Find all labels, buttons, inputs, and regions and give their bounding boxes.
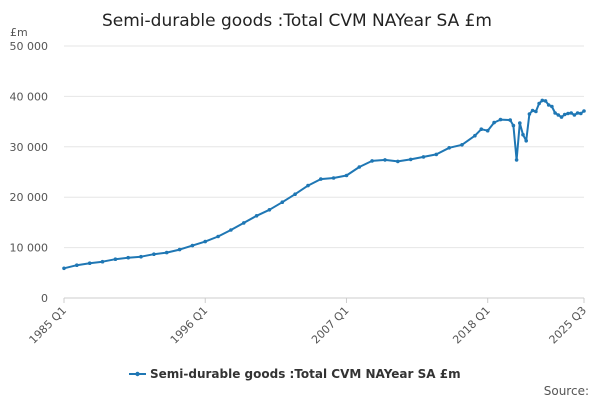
data-point[interactable] bbox=[534, 109, 538, 114]
data-point[interactable] bbox=[559, 115, 564, 119]
y-tick-label: 30 000 bbox=[10, 141, 49, 154]
data-point[interactable] bbox=[319, 177, 323, 181]
gridlines bbox=[64, 45, 584, 249]
x-axis-ticks: 1985 Q1 1996 Q1 2007 Q1 2018 Q1 2025 Q3 bbox=[27, 298, 590, 347]
data-point[interactable] bbox=[152, 252, 156, 256]
data-point[interactable] bbox=[511, 123, 516, 128]
chart-title: Semi-durable goods :Total CVM NAYear SA … bbox=[102, 11, 492, 31]
data-point[interactable] bbox=[421, 155, 426, 159]
data-point[interactable] bbox=[530, 108, 535, 113]
data-point[interactable] bbox=[521, 132, 525, 137]
x-tick-label: 2025 Q3 bbox=[547, 304, 590, 347]
x-tick-label: 1985 Q1 bbox=[27, 304, 70, 347]
data-point[interactable] bbox=[498, 117, 503, 122]
data-point[interactable] bbox=[203, 239, 207, 244]
data-point[interactable] bbox=[579, 111, 583, 116]
data-point[interactable] bbox=[306, 183, 310, 188]
data-point[interactable] bbox=[543, 99, 548, 103]
legend-swatch-marker bbox=[135, 371, 140, 377]
data-point[interactable] bbox=[293, 192, 297, 196]
data-point[interactable] bbox=[126, 255, 130, 260]
data-point[interactable] bbox=[216, 234, 220, 239]
data-point[interactable] bbox=[100, 259, 105, 264]
data-point[interactable] bbox=[87, 261, 92, 266]
data-point[interactable] bbox=[479, 127, 484, 131]
data-point[interactable] bbox=[396, 159, 400, 164]
y-tick-label: 0 bbox=[41, 292, 48, 305]
data-point[interactable] bbox=[331, 176, 336, 180]
data-point[interactable] bbox=[177, 247, 182, 252]
data-point[interactable] bbox=[473, 133, 477, 138]
data-point[interactable] bbox=[492, 120, 496, 125]
legend[interactable]: Semi-durable goods :Total CVM NAYear SA … bbox=[129, 367, 461, 381]
data-point[interactable] bbox=[514, 158, 519, 162]
legend-label: Semi-durable goods :Total CVM NAYear SA … bbox=[150, 367, 461, 381]
data-point[interactable] bbox=[569, 111, 573, 115]
x-tick-label: 1996 Q1 bbox=[168, 304, 211, 347]
data-point[interactable] bbox=[572, 113, 577, 117]
data-point[interactable] bbox=[62, 266, 66, 271]
data-point[interactable] bbox=[508, 118, 512, 122]
data-point[interactable] bbox=[485, 128, 490, 133]
data-point[interactable] bbox=[524, 139, 528, 143]
data-point[interactable] bbox=[267, 208, 272, 212]
x-tick-label: 2007 Q1 bbox=[309, 304, 352, 347]
data-point[interactable] bbox=[537, 101, 541, 106]
data-point[interactable] bbox=[139, 254, 143, 259]
data-point[interactable] bbox=[242, 221, 246, 225]
data-point[interactable] bbox=[75, 263, 79, 268]
data-point[interactable] bbox=[556, 113, 561, 117]
x-tick-label: 2018 Q1 bbox=[450, 304, 493, 347]
data-point[interactable] bbox=[566, 111, 570, 116]
data-point[interactable] bbox=[254, 214, 259, 218]
y-tick-label: 50 000 bbox=[10, 40, 49, 53]
data-point[interactable] bbox=[460, 143, 464, 147]
y-axis-ticks: 0 10 000 20 000 30 000 40 000 50 000 bbox=[10, 40, 49, 305]
data-point[interactable] bbox=[370, 159, 374, 163]
data-point[interactable] bbox=[575, 111, 580, 115]
data-point[interactable] bbox=[190, 243, 195, 248]
data-point[interactable] bbox=[344, 173, 349, 178]
data-point[interactable] bbox=[562, 112, 567, 117]
data-point[interactable] bbox=[229, 228, 233, 232]
series-group bbox=[62, 98, 586, 271]
data-point[interactable] bbox=[357, 165, 362, 169]
data-point[interactable] bbox=[546, 103, 551, 107]
data-point[interactable] bbox=[434, 152, 439, 157]
data-point[interactable] bbox=[113, 257, 118, 262]
source-label[interactable]: Source: bbox=[544, 384, 589, 398]
y-axis-unit-label: £m bbox=[10, 26, 28, 39]
series-line bbox=[63, 99, 585, 270]
data-point[interactable] bbox=[280, 200, 285, 204]
data-point[interactable] bbox=[447, 146, 452, 150]
data-point[interactable] bbox=[164, 250, 169, 255]
data-point[interactable] bbox=[550, 104, 554, 109]
y-tick-label: 20 000 bbox=[10, 191, 49, 204]
data-point[interactable] bbox=[408, 157, 413, 162]
data-point[interactable] bbox=[518, 121, 522, 125]
y-tick-label: 10 000 bbox=[10, 242, 49, 255]
data-point[interactable] bbox=[527, 112, 532, 116]
y-tick-label: 40 000 bbox=[10, 90, 49, 103]
data-point[interactable] bbox=[553, 111, 557, 115]
data-point[interactable] bbox=[582, 109, 586, 113]
data-point[interactable] bbox=[540, 98, 545, 103]
data-point[interactable] bbox=[383, 158, 387, 162]
